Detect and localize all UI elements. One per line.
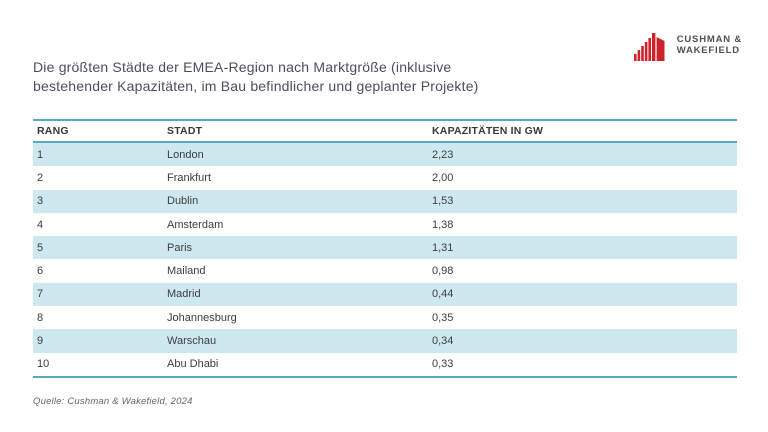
cell-capacity: 0,33 xyxy=(432,358,454,371)
table-row: 5 Paris 1,31 xyxy=(33,236,737,260)
table-row: 9 Warschau 0,34 xyxy=(33,329,737,353)
table-header-row: RANG STADT KAPAZITÄTEN IN GW xyxy=(33,121,737,143)
cell-city: Abu Dhabi xyxy=(167,358,219,371)
cell-city: Frankfurt xyxy=(167,171,212,184)
table-row: 8 Johannesburg 0,35 xyxy=(33,306,737,330)
title-line-2: bestehender Kapazitäten, im Bau befindli… xyxy=(33,78,479,94)
table-body: 1 London 2,23 2 Frankfurt 2,00 3 Dublin … xyxy=(33,143,737,376)
cell-city: Johannesburg xyxy=(167,311,237,324)
logo-line-2: WAKEFIELD xyxy=(676,45,740,56)
cell-capacity: 1,31 xyxy=(432,241,454,254)
cell-capacity: 0,35 xyxy=(432,311,454,324)
cell-capacity: 1,38 xyxy=(432,218,454,231)
cell-city: Mailand xyxy=(167,265,206,278)
table-row: 7 Madrid 0,44 xyxy=(33,282,737,307)
cell-rank: 4 xyxy=(37,218,44,231)
cell-capacity: 1,53 xyxy=(432,195,454,208)
cell-capacity: 2,00 xyxy=(432,171,454,184)
cell-rank: 8 xyxy=(37,311,44,324)
cell-rank: 3 xyxy=(37,195,44,208)
cell-rank: 6 xyxy=(37,265,44,278)
cell-rank: 2 xyxy=(37,171,44,184)
table-row: 1 London 2,23 xyxy=(33,143,737,167)
title-line-1: Die größten Städte der EMEA-Region nach … xyxy=(33,59,452,75)
cell-city: London xyxy=(167,148,204,161)
cell-city: Dublin xyxy=(167,195,199,208)
column-header-rank: RANG xyxy=(37,125,69,137)
cell-rank: 1 xyxy=(37,148,44,161)
cushman-wakefield-logo: CUSHMAN & WAKEFIELD xyxy=(633,29,742,61)
cell-capacity: 0,44 xyxy=(432,288,454,301)
column-header-capacity: KAPAZITÄTEN IN GW xyxy=(432,125,544,137)
logo-wordmark: CUSHMAN & WAKEFIELD xyxy=(677,34,742,57)
logo-line-1: CUSHMAN & xyxy=(676,33,742,45)
cell-rank: 5 xyxy=(37,241,44,254)
table-row: 2 Frankfurt 2,00 xyxy=(33,166,737,190)
table-row: 4 Amsterdam 1,38 xyxy=(33,212,737,237)
cell-rank: 7 xyxy=(37,288,44,301)
source-note: Quelle: Cushman & Wakefield, 2024 xyxy=(33,396,193,407)
cell-capacity: 0,98 xyxy=(432,265,454,278)
cell-capacity: 2,23 xyxy=(432,148,454,161)
cell-capacity: 0,34 xyxy=(432,335,454,348)
capacity-table: RANG STADT KAPAZITÄTEN IN GW 1 London 2,… xyxy=(33,119,737,378)
cell-city: Warschau xyxy=(167,335,217,348)
table-row: 6 Mailand 0,98 xyxy=(33,259,737,283)
cell-city: Amsterdam xyxy=(167,218,224,231)
cw-building-bars-icon xyxy=(633,33,665,61)
column-header-city: STADT xyxy=(167,125,203,137)
table-row: 3 Dublin 1,53 xyxy=(33,189,737,213)
cell-rank: 10 xyxy=(37,358,50,371)
cell-city: Paris xyxy=(167,241,193,254)
cell-city: Madrid xyxy=(167,288,201,301)
table-row: 10 Abu Dhabi 0,33 xyxy=(33,352,737,376)
cell-rank: 9 xyxy=(37,335,44,348)
page-title: Die größten Städte der EMEA-Region nach … xyxy=(33,58,479,96)
